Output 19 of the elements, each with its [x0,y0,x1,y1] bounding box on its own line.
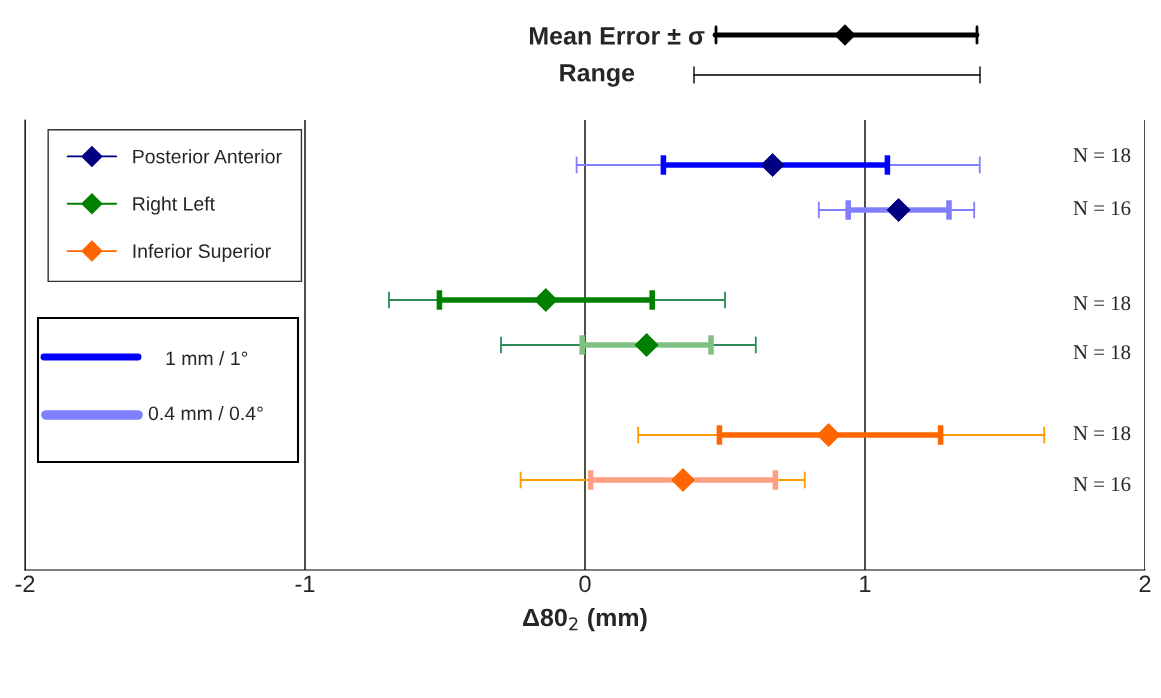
annotation: N = 16 [1073,477,1131,492]
annotation: N = 16 [1073,201,1131,216]
legend-label: Right Left [133,196,215,215]
x-tick-label: 1 [860,575,871,592]
annotation: 0.4 mm / 0.4° [148,405,263,421]
annotation: N = 18 [1073,426,1131,441]
annotation: N = 18 [1073,345,1131,360]
legend-label: Inferior Superior [133,243,271,262]
text: Mean Error ± σ [529,27,705,45]
x-axis-title: Δ80$_{2}$ (mm) [523,607,647,632]
x-tick-label: 2 [1139,575,1151,592]
x-tick-label: -2 [15,575,35,592]
x-tick-label: 0 [579,575,591,593]
x-tick-label: -1 [295,575,315,592]
annotation: N = 18 [1073,296,1131,311]
annotation: 1 mm / 1° [166,350,248,366]
annotation: N = 18 [1073,148,1131,163]
text: Range [560,64,635,87]
legend-label: Posterior Anterior [133,149,282,164]
